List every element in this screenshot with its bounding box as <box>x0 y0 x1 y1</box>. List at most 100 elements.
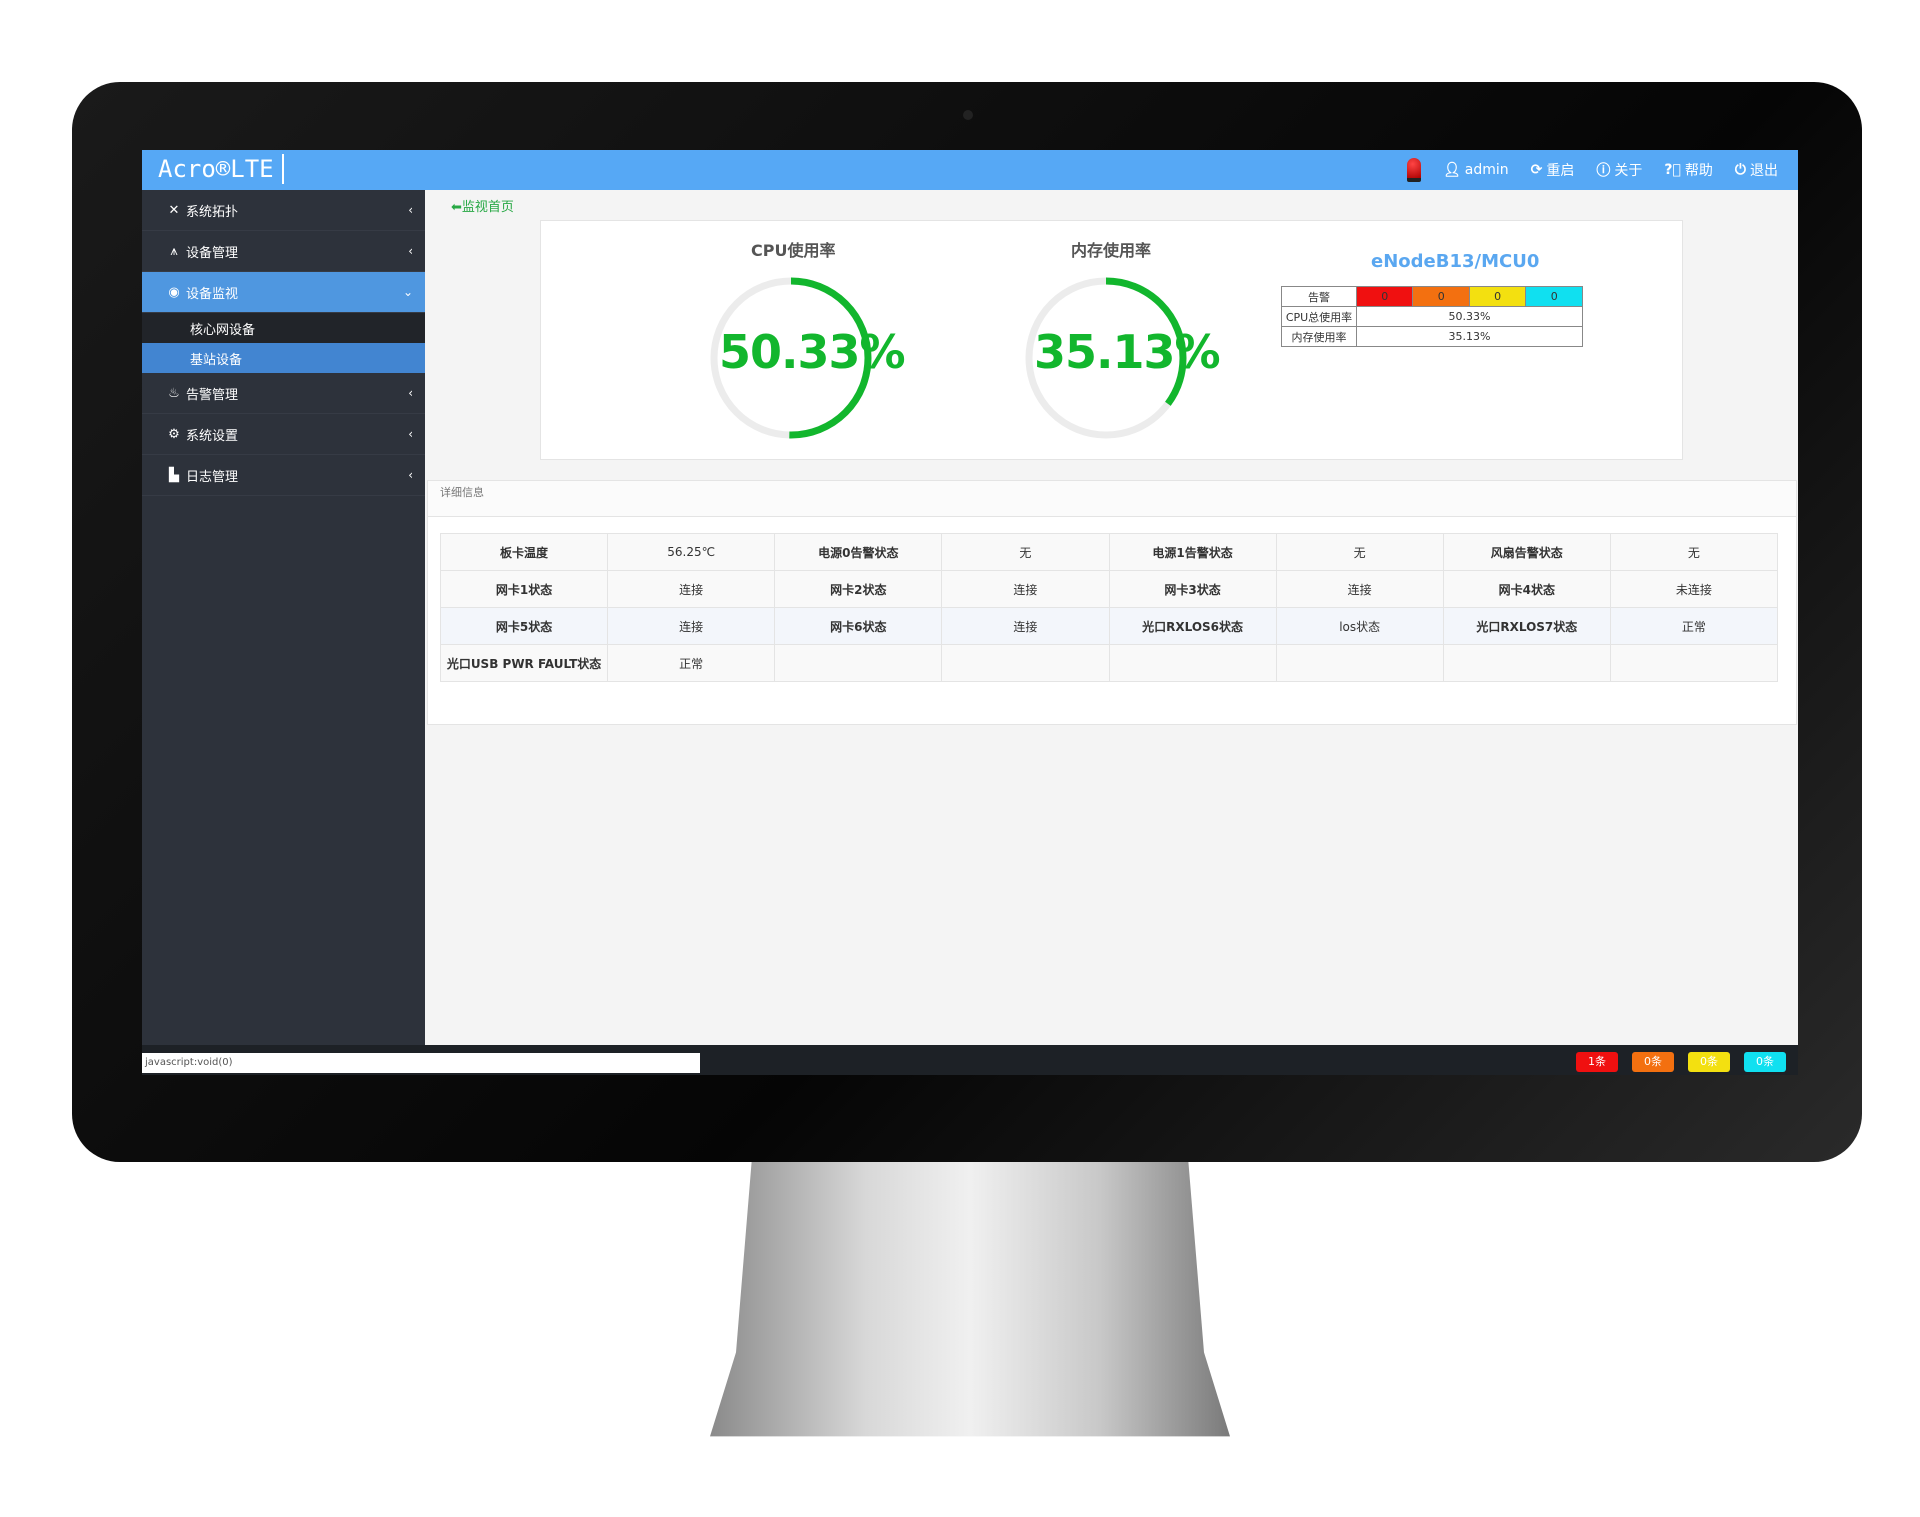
chevron-down-icon: ⌄ <box>402 285 413 299</box>
main-content: ⬅监视首页 CPU使用率 内存使用率 50.33% 35.13% eNodeB1… <box>425 190 1798 1045</box>
cpu-gauge-value: 50.33% <box>719 325 906 379</box>
memory-value: 35.13% <box>1356 326 1583 347</box>
logo: Acro®LTE <box>158 154 284 184</box>
detail-label <box>774 644 943 682</box>
detail-value <box>1609 644 1779 682</box>
gauge-panel: CPU使用率 内存使用率 50.33% 35.13% eNodeB13/MCU0… <box>540 220 1683 460</box>
alarm-count-major[interactable]: 0 <box>1412 286 1470 307</box>
user-icon: 👤︎ <box>1443 162 1461 178</box>
restart-button[interactable]: ⟳ 重启 <box>1530 162 1575 179</box>
sidebar-subitem-base-station[interactable]: 基站设备 <box>142 343 425 373</box>
memory-gauge-arc <box>1025 277 1187 439</box>
detail-label <box>1442 644 1611 682</box>
detail-label: 网卡2状态 <box>774 570 943 608</box>
sidebar-item-system-settings[interactable]: ⚙ 系统设置 ‹ <box>142 414 425 455</box>
cpu-gauge-arc <box>710 277 872 439</box>
detail-label: 网卡6状态 <box>774 607 943 645</box>
about-button[interactable]: ⓘ 关于 <box>1596 160 1642 180</box>
detail-value <box>941 644 1110 682</box>
topology-icon: ✕ <box>168 202 180 218</box>
sidebar: ✕ 系统拓扑 ‹ ⩚ 设备管理 ‹ ◉ 设备监视 ⌄ 核心网设备 基站设备 ♨ 告警管理 ‹ ⚙… <box>142 190 425 1045</box>
detail-label: 光口USB PWR FAULT状态 <box>439 644 609 682</box>
breadcrumb-home[interactable]: ⬅监视首页 <box>451 200 514 215</box>
detail-value: 连接 <box>941 607 1110 645</box>
user-button[interactable]: 👤︎ admin <box>1443 162 1509 178</box>
detail-value: 无 <box>1275 533 1444 571</box>
detail-value: 56.25℃ <box>607 533 776 571</box>
detail-label: 光口RXLOS6状态 <box>1108 607 1277 645</box>
alarm-icon: ♨ <box>168 385 180 401</box>
cpu-value: 50.33% <box>1356 306 1583 327</box>
details-table: 板卡温度 56.25℃ 电源0告警状态无电源1告警状态无风扇告警状态无网卡1状态 连接… <box>439 533 1779 682</box>
header: Acro®LTE 👤︎ admin ⟳ 重启 ⓘ 关于 ?⃝ 帮助 ⏻ 退出 <box>142 150 1798 190</box>
details-panel: 详细信息 板卡温度 56.25℃ 电源0告警状态无电源1告警状态无风扇告警状态无网卡… <box>427 480 1797 725</box>
table-row: 网卡1状态 连接 网卡2状态 连接 网卡3状态 连接 网卡4状态 未连接 <box>439 570 1779 608</box>
alarm-count-warning[interactable]: 0 <box>1525 286 1583 307</box>
screen: Acro®LTE 👤︎ admin ⟳ 重启 ⓘ 关于 ?⃝ 帮助 ⏻ 退出 ✕ 系统拓扑 ‹… <box>142 150 1798 1075</box>
alarm-badge[interactable]: 0条 <box>1688 1052 1730 1072</box>
detail-label: 板卡温度 <box>439 533 609 571</box>
detail-label: 风扇告警状态 <box>1442 533 1611 571</box>
sidebar-item-topology[interactable]: ✕ 系统拓扑 ‹ <box>142 190 425 231</box>
sidebar-subitem-core-network[interactable]: 核心网设备 <box>142 313 425 343</box>
bar-chart-icon: ▙ <box>169 467 179 483</box>
power-icon: ⏻ <box>1734 162 1746 178</box>
enb-summary-table: 告警 0 0 0 0 CPU总使用率 50.33% 内存使用率 35.13% <box>1281 286 1583 347</box>
arrow-left-icon: ⬅ <box>451 200 462 215</box>
chevron-left-icon: ‹ <box>408 468 413 482</box>
chevron-left-icon: ‹ <box>408 427 413 441</box>
monitor-stand <box>710 1162 1230 1437</box>
logout-button[interactable]: ⏻ 退出 <box>1734 162 1778 179</box>
detail-value: 正常 <box>1609 607 1779 645</box>
detail-label: 电源1告警状态 <box>1108 533 1277 571</box>
help-icon: ?⃝ <box>1664 162 1681 178</box>
detail-value: 连接 <box>941 570 1110 608</box>
detail-label: 网卡1状态 <box>439 570 609 608</box>
table-row: 网卡5状态 连接 网卡6状态 连接 光口RXLOS6状态 los状态 光口RXLOS7状态正… <box>439 607 1779 645</box>
footer-alarm-badges: 1条 0条 0条 0条 <box>1576 1052 1786 1072</box>
sidebar-item-log-management[interactable]: ▙ 日志管理 ‹ <box>142 455 425 496</box>
status-url: javascript:void(0) <box>142 1053 700 1073</box>
table-row: 光口USB PWR FAULT状态 正常 <box>439 644 1779 682</box>
detail-value: 连接 <box>607 570 776 608</box>
details-title: 详细信息 <box>428 481 1796 517</box>
sidebar-item-alarm-management[interactable]: ♨ 告警管理 ‹ <box>142 373 425 414</box>
enb-title: eNodeB13/MCU0 <box>1371 251 1540 272</box>
sidebar-item-device-monitor[interactable]: ◉ 设备监视 ⌄ <box>142 272 425 313</box>
detail-value: 无 <box>1609 533 1779 571</box>
alarm-badge[interactable]: 0条 <box>1744 1052 1786 1072</box>
footer-bar: javascript:void(0) 1条 0条 0条 0条 <box>142 1045 1798 1075</box>
detail-value: 连接 <box>607 607 776 645</box>
camera <box>963 110 973 120</box>
alarm-count-critical[interactable]: 0 <box>1355 286 1414 307</box>
detail-value: los状态 <box>1275 607 1444 645</box>
alarm-count-minor[interactable]: 0 <box>1468 286 1527 307</box>
detail-label: 网卡3状态 <box>1108 570 1277 608</box>
header-nav: 👤︎ admin ⟳ 重启 ⓘ 关于 ?⃝ 帮助 ⏻ 退出 <box>1407 150 1778 190</box>
detail-value: 无 <box>941 533 1110 571</box>
info-icon: ⓘ <box>1596 163 1611 179</box>
detail-value: 正常 <box>607 644 776 682</box>
table-row: 板卡温度 56.25℃ 电源0告警状态无电源1告警状态无风扇告警状态无 <box>439 533 1779 571</box>
chevron-left-icon: ‹ <box>408 386 413 400</box>
cpu-gauge-title: CPU使用率 <box>751 241 836 260</box>
detail-label: 网卡5状态 <box>439 607 609 645</box>
chevron-left-icon: ‹ <box>408 244 413 258</box>
memory-label: 内存使用率 <box>1281 326 1357 347</box>
alarm-badge[interactable]: 0条 <box>1632 1052 1674 1072</box>
alarm-light-icon[interactable] <box>1407 158 1421 182</box>
cpu-label: CPU总使用率 <box>1281 306 1357 327</box>
detail-value: 连接 <box>1275 570 1444 608</box>
alarm-label: 告警 <box>1281 286 1357 307</box>
memory-gauge-title: 内存使用率 <box>1071 241 1152 260</box>
detail-label: 电源0告警状态 <box>774 533 943 571</box>
detail-value: 未连接 <box>1609 570 1779 608</box>
help-button[interactable]: ?⃝ 帮助 <box>1664 162 1713 179</box>
sidebar-item-device-management[interactable]: ⩚ 设备管理 ‹ <box>142 231 425 272</box>
detail-label <box>1108 644 1277 682</box>
detail-label: 光口RXLOS7状态 <box>1442 607 1611 645</box>
alarm-badge[interactable]: 1条 <box>1576 1052 1618 1072</box>
eye-icon: ◉ <box>168 284 180 300</box>
gauges-svg <box>710 277 1187 439</box>
detail-value <box>1275 644 1444 682</box>
